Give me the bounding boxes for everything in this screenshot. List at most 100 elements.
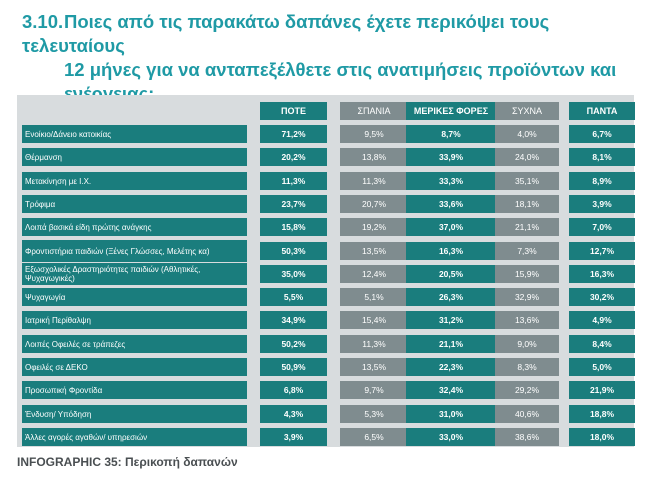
row-label: Ιατρική Περίθαλψη bbox=[22, 311, 247, 329]
value-cell: 31,2% bbox=[406, 311, 496, 329]
column-header: ΠΑΝΤΑ bbox=[569, 102, 635, 120]
value-cell: 20,5% bbox=[406, 265, 496, 283]
value-cell: 50,2% bbox=[260, 335, 327, 353]
value-cell: 12,7% bbox=[569, 242, 635, 260]
section-number: 3.10. bbox=[22, 11, 64, 32]
value-cell: 6,7% bbox=[569, 125, 635, 143]
value-cell: 15,9% bbox=[495, 265, 559, 283]
value-cell: 31,0% bbox=[406, 405, 496, 423]
value-cell: 71,2% bbox=[260, 125, 327, 143]
value-cell: 6,8% bbox=[260, 381, 327, 399]
table-row: Ψυχαγωγία 5,5% 5,1% 26,3% 32,9% 30,2% bbox=[22, 288, 635, 306]
value-cell: 9,7% bbox=[340, 381, 408, 399]
table-row: Λοιπές Οφειλές σε τράπεζες 50,2% 11,3% 21,1… bbox=[22, 335, 635, 353]
value-cell: 15,8% bbox=[260, 218, 327, 236]
table-row: Ένδυση/ Υπόδηση 4,3% 5,3% 31,0% 40,6% 18,8% bbox=[22, 405, 635, 423]
value-cell: 23,7% bbox=[260, 195, 327, 213]
value-cell: 22,3% bbox=[406, 358, 496, 376]
value-cell: 5,1% bbox=[340, 288, 408, 306]
row-label: Λοιπά βασικά είδη πρώτης ανάγκης bbox=[22, 218, 247, 236]
value-cell: 7,3% bbox=[495, 242, 559, 260]
table-row: Άλλες αγορές αγαθών/ υπηρεσιών 3,9% 6,5% 33… bbox=[22, 428, 635, 446]
value-cell: 8,9% bbox=[569, 172, 635, 190]
value-cell: 16,3% bbox=[406, 242, 496, 260]
value-cell: 13,5% bbox=[340, 242, 408, 260]
page-title: 3.10.Ποιες από τις παρακάτω δαπάνες έχετ… bbox=[22, 10, 632, 106]
data-table: ΠΟΤΕ ΣΠΑΝΙΑ ΜΕΡΙΚΕΣ ΦΟΡΕΣ ΣΥΧΝΑ ΠΑΝΤΑ Ενοίκιο… bbox=[17, 95, 635, 447]
value-cell: 18,0% bbox=[569, 428, 635, 446]
value-cell: 11,3% bbox=[340, 335, 408, 353]
table-row: Οφειλές σε ΔΕΚΟ 50,9% 13,5% 22,3% 8,3% 5,0% bbox=[22, 358, 635, 376]
column-header: ΣΥΧΝΑ bbox=[495, 102, 559, 120]
value-cell: 13,8% bbox=[340, 148, 408, 166]
value-cell: 33,9% bbox=[406, 148, 496, 166]
row-label: Οφειλές σε ΔΕΚΟ bbox=[22, 358, 247, 376]
row-label: Θέρμανση bbox=[22, 148, 247, 166]
row-label: Ένδυση/ Υπόδηση bbox=[22, 405, 247, 423]
value-cell: 20,2% bbox=[260, 148, 327, 166]
value-cell: 8,7% bbox=[406, 125, 496, 143]
value-cell: 21,1% bbox=[495, 218, 559, 236]
value-cell: 35,0% bbox=[260, 265, 327, 283]
value-cell: 38,6% bbox=[495, 428, 559, 446]
table-row: Ιατρική Περίθαλψη 34,9% 15,4% 31,2% 13,6% 4,9… bbox=[22, 311, 635, 329]
value-cell: 24,0% bbox=[495, 148, 559, 166]
column-header: ΣΠΑΝΙΑ bbox=[340, 102, 408, 120]
value-cell: 11,3% bbox=[340, 172, 408, 190]
value-cell: 18,1% bbox=[495, 195, 559, 213]
table-row: Εξωσχολικές Δραστηριότητες παιδιών (Αθλη… bbox=[22, 263, 635, 285]
value-cell: 8,1% bbox=[569, 148, 635, 166]
value-cell: 19,2% bbox=[340, 218, 408, 236]
value-cell: 9,0% bbox=[495, 335, 559, 353]
value-cell: 26,3% bbox=[406, 288, 496, 306]
value-cell: 50,3% bbox=[260, 242, 327, 260]
value-cell: 4,0% bbox=[495, 125, 559, 143]
value-cell: 37,0% bbox=[406, 218, 496, 236]
title-line-1: Ποιες από τις παρακάτω δαπάνες έχετε περ… bbox=[22, 11, 550, 56]
value-cell: 3,9% bbox=[569, 195, 635, 213]
value-cell: 30,2% bbox=[569, 288, 635, 306]
value-cell: 20,7% bbox=[340, 195, 408, 213]
row-label: Εξωσχολικές Δραστηριότητες παιδιών (Αθλη… bbox=[22, 263, 247, 285]
value-cell: 35,1% bbox=[495, 172, 559, 190]
value-cell: 16,3% bbox=[569, 265, 635, 283]
value-cell: 15,4% bbox=[340, 311, 408, 329]
value-cell: 33,6% bbox=[406, 195, 496, 213]
value-cell: 33,3% bbox=[406, 172, 496, 190]
value-cell: 40,6% bbox=[495, 405, 559, 423]
value-cell: 29,2% bbox=[495, 381, 559, 399]
value-cell: 8,3% bbox=[495, 358, 559, 376]
column-header: ΜΕΡΙΚΕΣ ΦΟΡΕΣ bbox=[406, 102, 496, 120]
table-row: Λοιπά βασικά είδη πρώτης ανάγκης 15,8% 19,… bbox=[22, 218, 635, 236]
value-cell: 8,4% bbox=[569, 335, 635, 353]
row-label: Ψυχαγωγία bbox=[22, 288, 247, 306]
row-label: Λοιπές Οφειλές σε τράπεζες bbox=[22, 335, 247, 353]
title-line-2: 12 μήνες για να ανταπεξέλθετε στις ανατι… bbox=[64, 59, 617, 80]
value-cell: 12,4% bbox=[340, 265, 408, 283]
value-cell: 13,5% bbox=[340, 358, 408, 376]
value-cell: 7,0% bbox=[569, 218, 635, 236]
value-cell: 32,4% bbox=[406, 381, 496, 399]
column-header: ΠΟΤΕ bbox=[260, 102, 327, 120]
value-cell: 11,3% bbox=[260, 172, 327, 190]
value-cell: 3,9% bbox=[260, 428, 327, 446]
value-cell: 33,0% bbox=[406, 428, 496, 446]
table-row: Ενοίκιο/Δάνειο κατοικίας 71,2% 9,5% 8,7% 4,0… bbox=[22, 125, 635, 143]
row-label: Φροντιστήρια παιδιών (Ξένες Γλώσσες, Μελ… bbox=[22, 240, 247, 262]
table-row: Μετακίνηση με Ι.Χ. 11,3% 11,3% 33,3% 35,1% 8,… bbox=[22, 172, 635, 190]
value-cell: 21,9% bbox=[569, 381, 635, 399]
value-cell: 9,5% bbox=[340, 125, 408, 143]
value-cell: 4,3% bbox=[260, 405, 327, 423]
value-cell: 5,0% bbox=[569, 358, 635, 376]
value-cell: 5,3% bbox=[340, 405, 408, 423]
table-row: Τρόφιμα 23,7% 20,7% 33,6% 18,1% 3,9% bbox=[22, 195, 635, 213]
row-label: Άλλες αγορές αγαθών/ υπηρεσιών bbox=[22, 428, 247, 446]
row-label: Τρόφιμα bbox=[22, 195, 247, 213]
value-cell: 50,9% bbox=[260, 358, 327, 376]
value-cell: 34,9% bbox=[260, 311, 327, 329]
row-label: Ενοίκιο/Δάνειο κατοικίας bbox=[22, 125, 247, 143]
value-cell: 5,5% bbox=[260, 288, 327, 306]
value-cell: 13,6% bbox=[495, 311, 559, 329]
value-cell: 4,9% bbox=[569, 311, 635, 329]
row-label: Μετακίνηση με Ι.Χ. bbox=[22, 172, 247, 190]
